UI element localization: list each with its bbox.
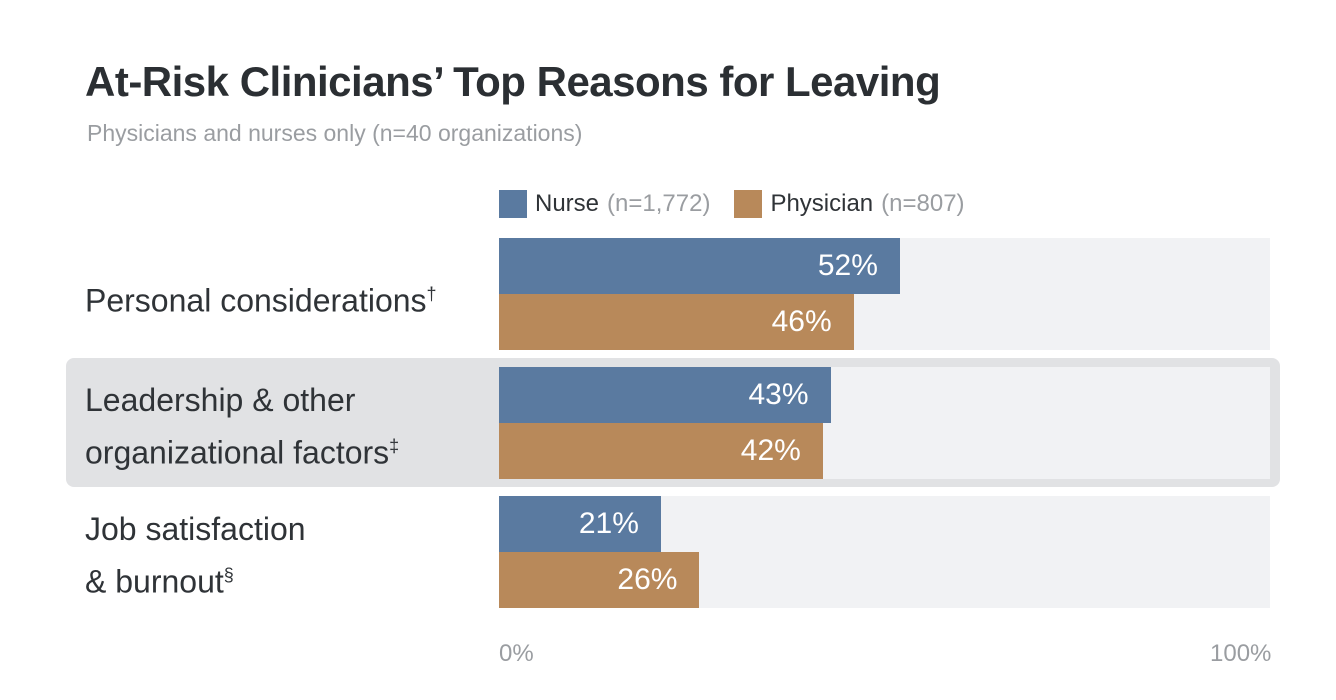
category-label-line: organizational factors‡	[85, 423, 399, 476]
legend-label: Nurse	[535, 190, 600, 217]
bar-value-label: 42%	[740, 434, 801, 467]
category-label-line: & burnout§	[85, 552, 306, 605]
category-label-text: Personal considerations	[85, 282, 427, 319]
legend-label: Physician	[770, 190, 874, 217]
legend-count: (n=1,772)	[607, 190, 711, 217]
footnote-mark: §	[223, 565, 234, 585]
legend-count: (n=807)	[881, 190, 965, 217]
bar-value-label: 26%	[617, 563, 678, 596]
category-label-line: Personal considerations†	[85, 271, 437, 324]
bar-value-label: 21%	[578, 507, 639, 540]
legend-swatch-physician	[734, 190, 763, 218]
bar-physician	[499, 294, 854, 350]
chart-title: At-Risk Clinicians’ Top Reasons for Leav…	[85, 58, 941, 105]
category-label-text: organizational factors	[85, 434, 390, 471]
bar-value-label: 46%	[771, 305, 832, 338]
category-label-line: Leadership & other	[85, 382, 356, 418]
bar-physician	[499, 552, 700, 608]
footnote-mark: †	[426, 284, 437, 304]
category-label: Leadership & other organizational factors…	[85, 377, 399, 476]
category-label: Job satisfaction & burnout§	[85, 506, 306, 605]
category-label-text: & burnout	[85, 563, 224, 600]
bar-value-label: 43%	[748, 378, 809, 411]
category-label: Personal considerations†	[85, 271, 437, 324]
legend-item-physician: Physician (n=807)	[734, 190, 965, 218]
bar-nurse	[499, 496, 661, 552]
x-tick-label: 100%	[1210, 640, 1272, 667]
x-tick-label: 0%	[499, 640, 534, 667]
category-label-line: Job satisfaction	[85, 511, 306, 547]
footnote-mark: ‡	[389, 436, 400, 456]
bar-nurse	[499, 238, 900, 294]
bar-physician	[499, 423, 823, 479]
bar-value-label: 52%	[817, 249, 878, 282]
chart-subtitle: Physicians and nurses only (n=40 organiz…	[87, 120, 583, 146]
legend: Nurse (n=1,772) Physician (n=807)	[499, 190, 965, 218]
legend-item-nurse: Nurse (n=1,772)	[499, 190, 710, 218]
bar-nurse	[499, 367, 831, 423]
legend-swatch-nurse	[499, 190, 527, 218]
